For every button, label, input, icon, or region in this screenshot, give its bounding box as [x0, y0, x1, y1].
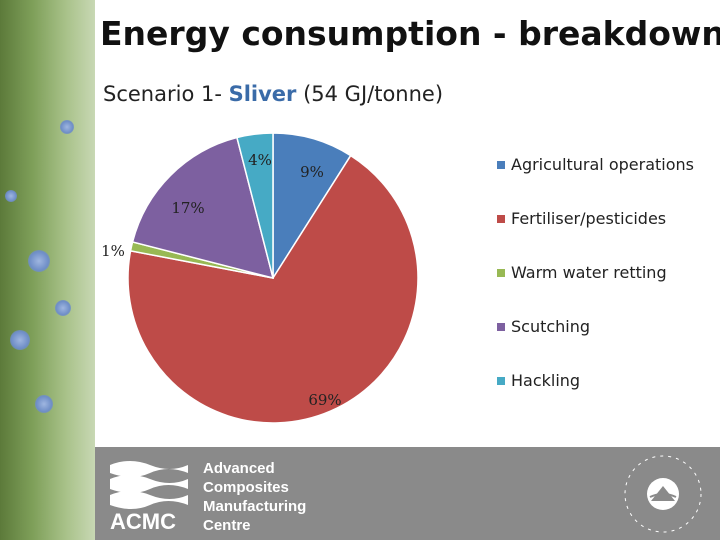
legend-label: Scutching: [511, 317, 591, 336]
pie-slice-fertiliser-pesticides: [127, 154, 419, 424]
university-seal-icon: [624, 455, 702, 533]
pie-label: 1%: [101, 242, 125, 260]
acmc-logo-icon: [110, 461, 188, 509]
legend-swatch: [497, 322, 505, 331]
slide-title: Energy consumption - breakdown: [100, 14, 720, 53]
legend-swatch: [497, 376, 505, 385]
acmc-name-line: Advanced: [203, 460, 275, 477]
pie-slice-scutching: [131, 136, 275, 280]
legend-label: Fertiliser/pesticides: [511, 209, 667, 228]
pie-label: 4%: [248, 151, 272, 169]
pie-slices: [127, 132, 419, 424]
legend-item: Scutching: [497, 317, 590, 336]
legend-label: Hackling: [511, 371, 581, 390]
legend-item: Fertiliser/pesticides: [497, 209, 666, 228]
subtitle-highlight: Sliver: [228, 82, 297, 106]
legend-label: Warm water retting: [511, 263, 667, 282]
legend-swatch: [497, 214, 505, 223]
pie-label: 69%: [308, 391, 341, 409]
slide-subtitle: Scenario 1- Sliver (54 GJ/tonne): [103, 82, 443, 106]
legend-item: Warm water retting: [497, 263, 667, 282]
legend-swatch: [497, 160, 505, 169]
legend-swatch: [497, 268, 505, 277]
legend-item: Hackling: [497, 371, 580, 390]
acmc-name-line: Centre: [203, 517, 251, 534]
acmc-acronym: ACMC: [110, 509, 176, 534]
legend-item: Agricultural operations: [497, 155, 694, 174]
pie-chart: 9% 69% 1% 17% 4%: [101, 132, 419, 424]
legend-label: Agricultural operations: [511, 155, 694, 174]
pie-slice-agricultural-operations: [272, 132, 352, 281]
acmc-name-line: Composites: [203, 479, 289, 496]
pie-slice-hackling: [236, 132, 274, 279]
flax-field-background: [0, 0, 95, 540]
subtitle-prefix: Scenario 1-: [103, 82, 229, 106]
pie-labels: 9% 69% 1% 17% 4%: [101, 151, 342, 409]
pie-label: 17%: [171, 199, 204, 217]
footer-banner: ACMC Advanced Composites Manufacturing C…: [95, 447, 720, 540]
acmc-name-line: Manufacturing: [203, 498, 307, 515]
pie-label: 9%: [300, 163, 324, 181]
acmc-full-name: Advanced Composites Manufacturing Centre: [203, 459, 306, 535]
subtitle-suffix: (54 GJ/tonne): [296, 82, 444, 106]
